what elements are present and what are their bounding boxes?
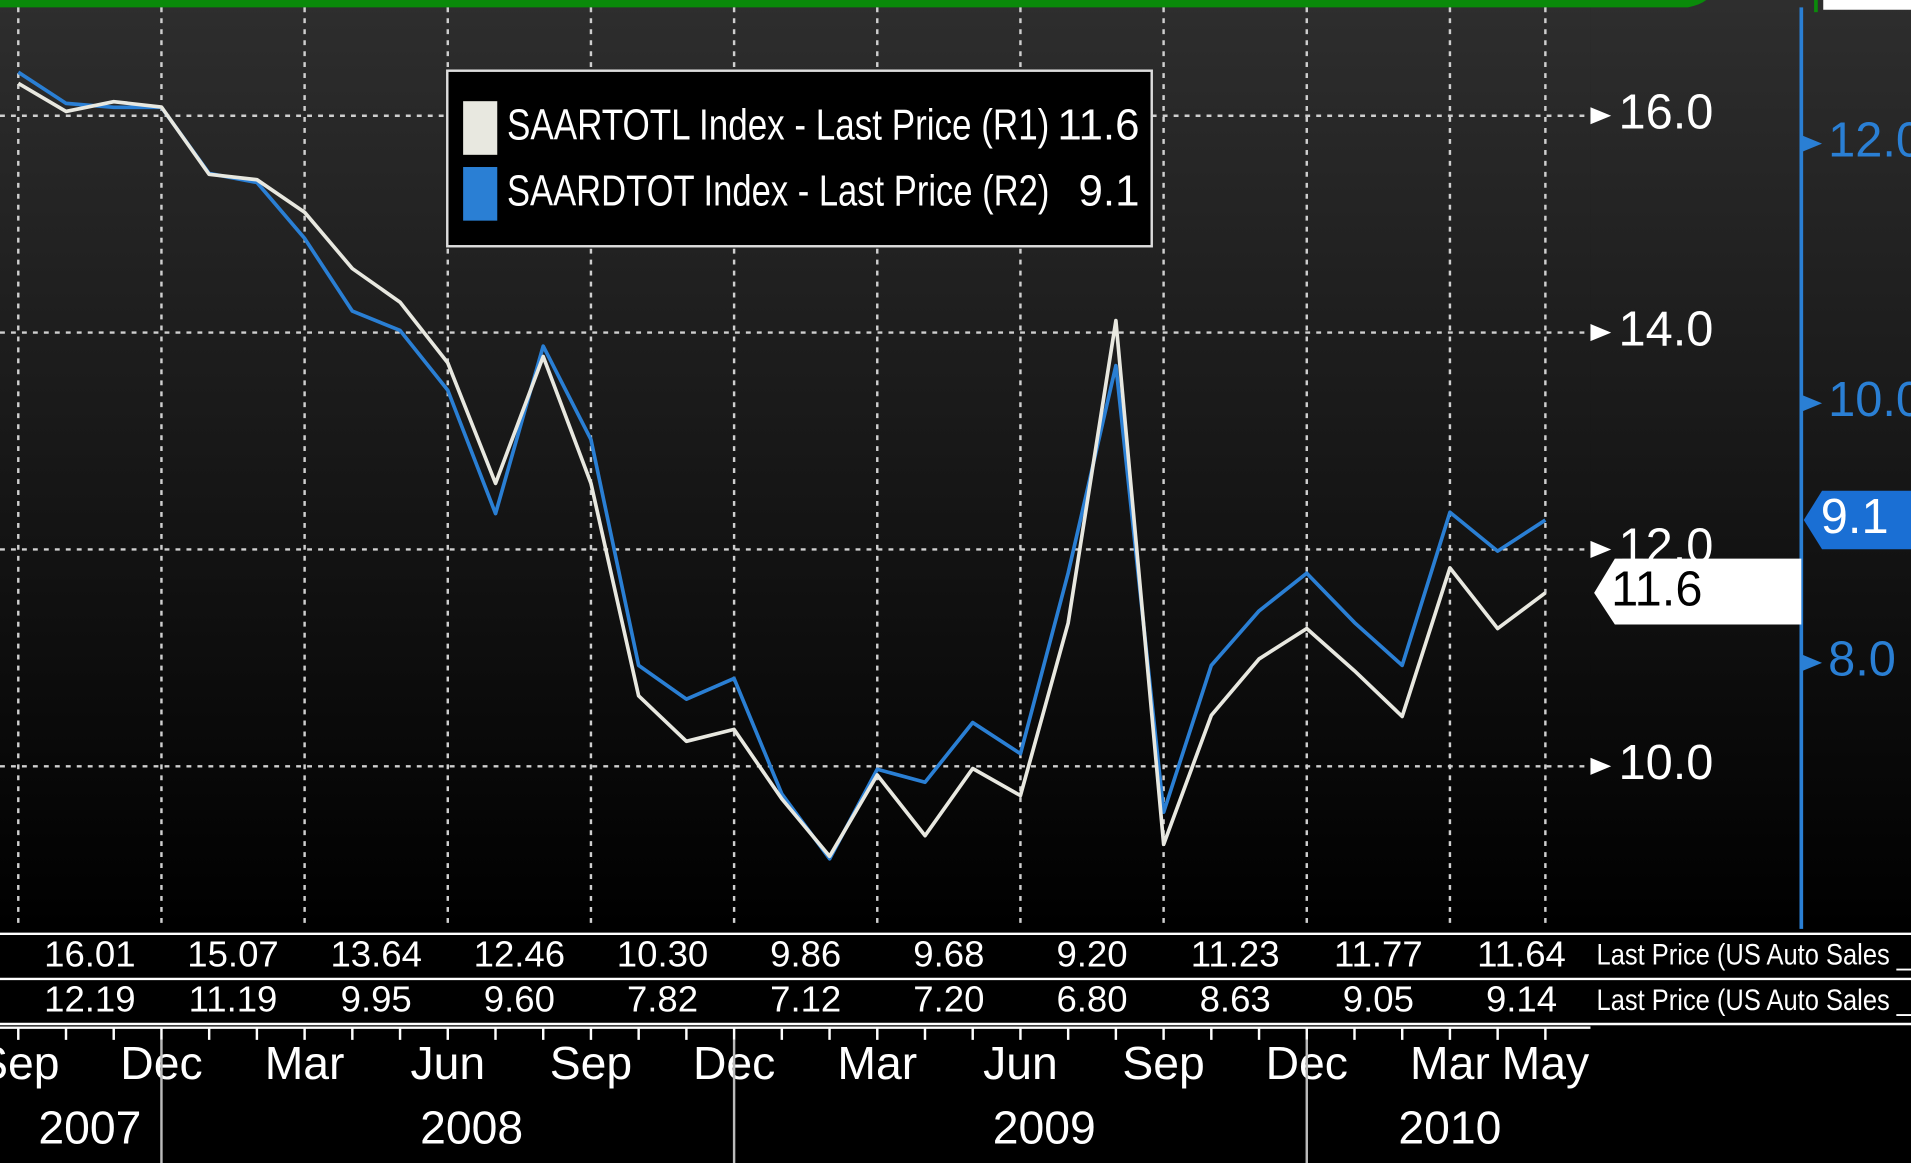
table-cell: 9.86 — [770, 934, 841, 975]
table-cell: 9.05 — [1343, 979, 1414, 1020]
year-label: 2009 — [993, 1102, 1096, 1154]
y-tick-mark — [1590, 324, 1612, 342]
x-tick-label: Mar — [265, 1037, 345, 1089]
y2-tick-mark — [1801, 135, 1823, 153]
last-value-label: 9.1 — [1821, 490, 1889, 544]
table-cell: 12.46 — [474, 934, 565, 975]
legend-value: 11.6 — [1057, 101, 1139, 150]
table-cell: 15.07 — [187, 934, 278, 975]
axis-area — [1590, 0, 1911, 929]
legend-label: SAARDTOT Index - Last Price (R2) — [507, 166, 1049, 215]
y-tick-label: 10.0 — [1619, 736, 1714, 790]
x-tick-label: Sep — [0, 1037, 59, 1089]
series-line — [17, 81, 1547, 859]
legend-swatch — [463, 167, 498, 221]
table-cell: 11.64 — [1477, 934, 1566, 975]
x-tick-label: Mar — [1410, 1037, 1490, 1089]
x-tick-label: Sep — [1122, 1037, 1204, 1089]
lines — [17, 70, 1547, 861]
top-bar — [0, 0, 1707, 8]
axes: 10.012.014.016.08.010.012.0SepDecMarJunS… — [0, 86, 1911, 1163]
table-cell: 11.77 — [1334, 934, 1423, 975]
table-cell: 9.60 — [484, 979, 555, 1020]
x-tick-label: Mar — [837, 1037, 917, 1089]
table-cell: 7.12 — [770, 979, 841, 1020]
data-table: 16.01 15.07 13.64 12.46 10.30 9.86 9.68 9.20 11.… — [0, 932, 1911, 1026]
table-row-label: Last Price (US Auto Sales _ — [1597, 940, 1911, 972]
table-cell: 10.30 — [617, 934, 708, 975]
legend-label: SAARTOTL Index - Last Price (R1) — [507, 101, 1049, 150]
table-cell: 8.63 — [1200, 979, 1271, 1020]
series-line — [17, 70, 1547, 861]
table-cell: 11.19 — [189, 979, 278, 1020]
x-tick-label: Jun — [410, 1037, 485, 1089]
table-cell: 12.19 — [44, 979, 135, 1020]
table-cell: 9.68 — [913, 934, 984, 975]
y-tick-mark — [1590, 107, 1612, 125]
table-cell: 9.14 — [1486, 979, 1557, 1020]
y-tick-label: 16.0 — [1619, 86, 1714, 140]
y-tick-label: 14.0 — [1619, 302, 1714, 356]
year-label: 2007 — [38, 1102, 141, 1154]
y2-tick-label: 12.0 — [1828, 113, 1911, 167]
x-tick-label: May — [1502, 1037, 1590, 1089]
legend-swatch — [463, 101, 498, 155]
legend: SAARTOTL Index - Last Price (R1) 11.6SAAR… — [446, 69, 1153, 248]
corner — [1823, 0, 1911, 10]
year-label: 2010 — [1398, 1102, 1501, 1154]
year-label: 2008 — [420, 1102, 523, 1154]
table-cell: 9.95 — [341, 979, 412, 1020]
last-value-tag — [1594, 558, 1802, 625]
y-tick-mark — [1590, 540, 1612, 558]
table-cell: 9.20 — [1056, 934, 1127, 975]
legend-box — [446, 69, 1153, 248]
y2-tick-mark — [1801, 394, 1823, 412]
table-cell: 6.80 — [1056, 979, 1127, 1020]
y2-tick-mark — [1801, 654, 1823, 672]
table-cell: 7.20 — [913, 979, 984, 1020]
table-cell: 13.64 — [330, 934, 421, 975]
y-tick-mark — [1590, 757, 1612, 775]
table-row-label: Last Price (US Auto Sales _ — [1597, 985, 1911, 1017]
x-tick-label: Jun — [983, 1037, 1058, 1089]
last-value-tag — [1803, 490, 1911, 550]
y2-tick-label: 8.0 — [1828, 633, 1896, 687]
legend-value: 9.1 — [1079, 166, 1140, 215]
table-cell: 16.01 — [44, 934, 135, 975]
x-tick-label: Sep — [550, 1037, 632, 1089]
last-value-label: 11.6 — [1611, 563, 1702, 617]
y2-tick-label: 10.0 — [1828, 373, 1911, 427]
table-cell: 7.82 — [627, 979, 698, 1020]
table-cell: 11.23 — [1191, 934, 1280, 975]
